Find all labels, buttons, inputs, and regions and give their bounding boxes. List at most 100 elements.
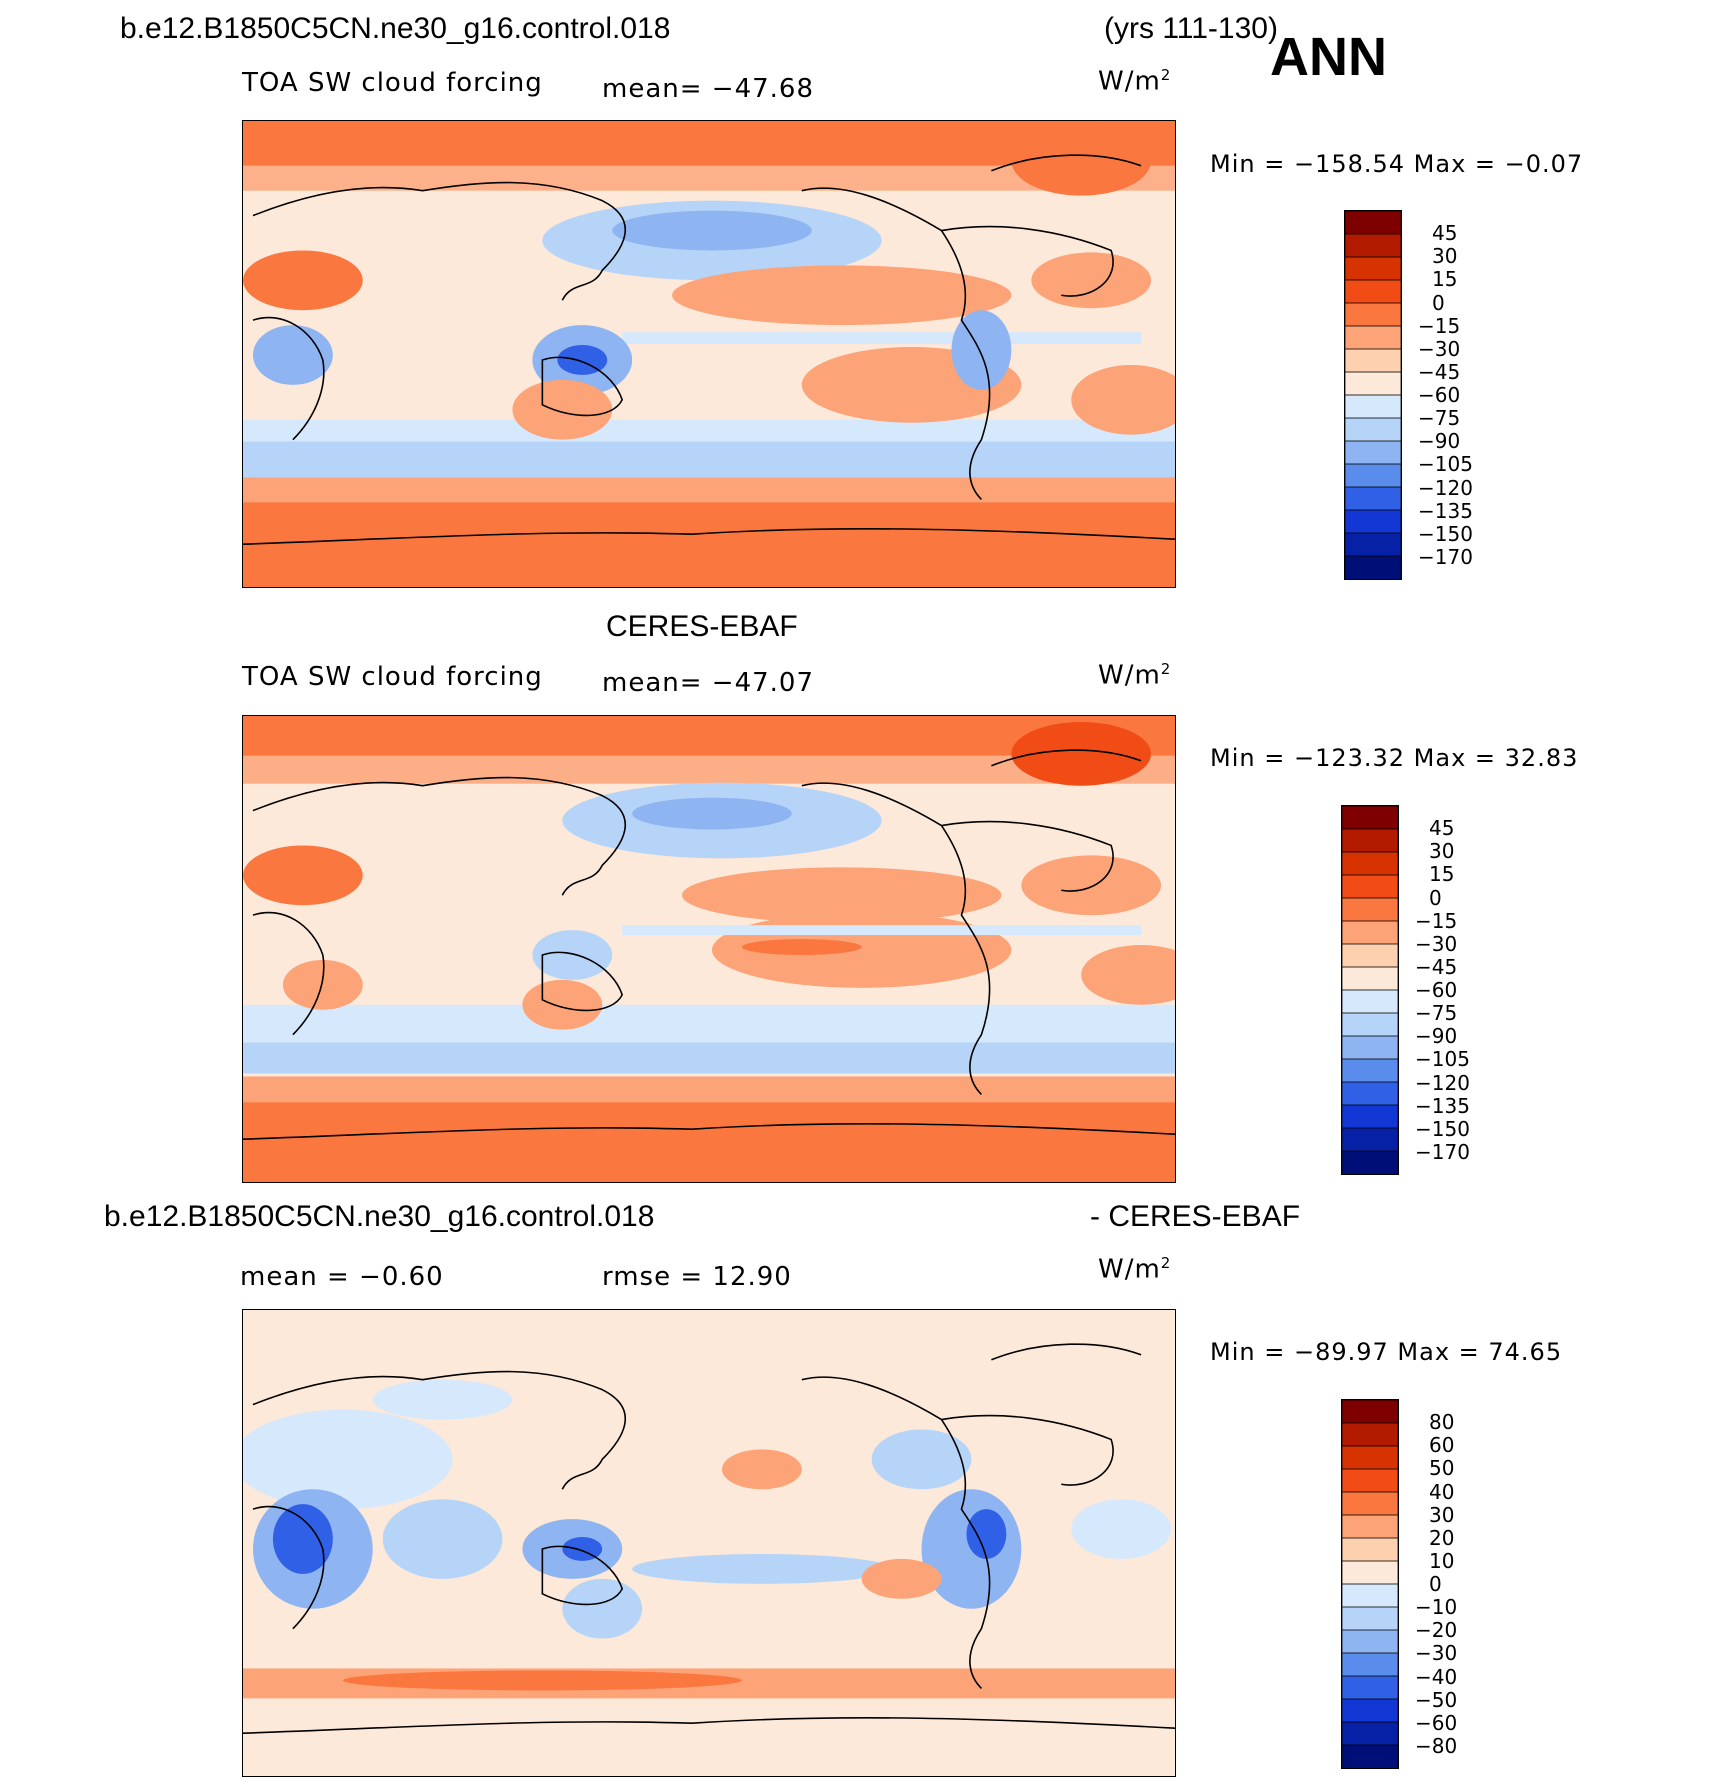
colorbar-tick-label: −50 <box>1415 1687 1458 1712</box>
colorbar-tick-label: −135 <box>1418 498 1473 523</box>
panel2-mean: mean= −47.07 <box>602 668 815 698</box>
colorbar-tick-label: 0 <box>1432 290 1445 315</box>
colorbar-swatch <box>1342 1606 1398 1631</box>
panel3-title-right: - CERES-EBAF <box>1090 1200 1301 1233</box>
colorbar-tick-label: −60 <box>1418 383 1461 407</box>
panel3-rmse: rmse = 12.90 <box>602 1262 792 1292</box>
colorbar-swatch <box>1342 1721 1398 1746</box>
colorbar-tick-label: 0 <box>1429 885 1442 910</box>
colorbar-swatch <box>1345 256 1401 281</box>
panel2-map <box>242 715 1176 1183</box>
colorbar-tick-label: −80 <box>1415 1733 1458 1758</box>
colorbar-tick-label: −75 <box>1415 1001 1458 1026</box>
colorbar-swatch <box>1342 851 1398 876</box>
colorbar-swatch <box>1342 1698 1398 1723</box>
panel1-map-svg <box>243 121 1175 587</box>
colorbar-swatch <box>1342 920 1398 945</box>
colorbar-swatch <box>1342 1744 1398 1768</box>
colorbar-tick-label: −45 <box>1418 359 1461 384</box>
colorbar-swatch <box>1342 966 1398 991</box>
colorbar-tick-label: 45 <box>1432 221 1458 246</box>
colorbar-tick-label: −150 <box>1415 1116 1470 1141</box>
colorbar-swatch <box>1342 1035 1398 1060</box>
colorbar-swatch <box>1342 1560 1398 1585</box>
panel1-map <box>242 120 1176 588</box>
colorbar-swatch <box>1345 302 1401 327</box>
colorbar-swatch <box>1345 417 1401 442</box>
colorbar-swatch <box>1345 486 1401 511</box>
colorbar-tick-label: −90 <box>1418 429 1461 454</box>
colorbar-swatch <box>1342 874 1398 899</box>
colorbar-swatch <box>1345 371 1401 396</box>
colorbar-tick-label: −170 <box>1415 1139 1470 1164</box>
colorbar-swatch <box>1345 532 1401 557</box>
season-label: ANN <box>1270 27 1387 87</box>
colorbar-tick-label: 20 <box>1429 1525 1455 1550</box>
colorbar-tick-label: −40 <box>1415 1664 1458 1689</box>
colorbar-swatch <box>1345 348 1401 373</box>
colorbar-swatch <box>1345 463 1401 488</box>
colorbar-swatch <box>1342 1514 1398 1539</box>
colorbar-tick-label: −90 <box>1415 1024 1458 1049</box>
colorbar-tick-label: 60 <box>1429 1433 1455 1458</box>
colorbar-tick-label: −150 <box>1418 521 1473 546</box>
colorbar-tick-label: 45 <box>1429 816 1455 841</box>
years-range: (yrs 111-130) <box>1104 12 1278 45</box>
panel3-colorbar <box>1341 1399 1399 1769</box>
colorbar-swatch <box>1342 1583 1398 1608</box>
colorbar-tick-label: −30 <box>1415 1641 1458 1666</box>
colorbar-swatch <box>1342 1491 1398 1516</box>
colorbar-tick-label: −30 <box>1415 931 1458 956</box>
colorbar-swatch <box>1342 1104 1398 1129</box>
panel1-colorbar-svg <box>1345 211 1401 579</box>
colorbar-tick-label: −45 <box>1415 954 1458 979</box>
colorbar-swatch <box>1342 828 1398 853</box>
panel3-title-left: b.e12.B1850C5CN.ne30_g16.control.018 <box>104 1200 655 1233</box>
panel1-variable: TOA SW cloud forcing <box>242 68 543 98</box>
panel3-colorbar-svg <box>1342 1400 1398 1768</box>
colorbar-swatch <box>1342 1127 1398 1152</box>
colorbar-tick-label: 40 <box>1429 1479 1455 1504</box>
panel2-minmax: Min = −123.32 Max = 32.83 <box>1210 744 1579 772</box>
colorbar-swatch <box>1342 989 1398 1014</box>
panel1-mean: mean= −47.68 <box>602 74 815 104</box>
colorbar-swatch <box>1342 1652 1398 1677</box>
colorbar-tick-label: −15 <box>1418 313 1461 338</box>
colorbar-tick-label: 15 <box>1429 862 1455 887</box>
colorbar-swatch <box>1342 1422 1398 1447</box>
colorbar-tick-label: 30 <box>1429 1502 1455 1527</box>
colorbar-tick-label: −120 <box>1415 1070 1470 1095</box>
colorbar-tick-label: −105 <box>1418 452 1473 477</box>
colorbar-tick-label: −10 <box>1415 1595 1458 1620</box>
panel3-mean: mean = −0.60 <box>240 1262 444 1292</box>
colorbar-swatch <box>1342 1445 1398 1470</box>
colorbar-tick-label: −60 <box>1415 978 1458 1002</box>
colorbar-swatch <box>1345 325 1401 350</box>
colorbar-swatch <box>1342 1675 1398 1700</box>
colorbar-tick-label: 50 <box>1429 1456 1455 1481</box>
colorbar-swatch <box>1345 394 1401 419</box>
colorbar-swatch <box>1345 440 1401 465</box>
colorbar-swatch <box>1342 1150 1398 1174</box>
colorbar-swatch <box>1345 211 1401 235</box>
colorbar-swatch <box>1342 1400 1398 1424</box>
colorbar-swatch <box>1342 1012 1398 1037</box>
case-name: b.e12.B1850C5CN.ne30_g16.control.018 <box>120 12 671 45</box>
panel3-minmax: Min = −89.97 Max = 74.65 <box>1210 1338 1563 1366</box>
panel1-colorbar <box>1344 210 1402 580</box>
colorbar-tick-label: 10 <box>1429 1548 1455 1573</box>
colorbar-swatch <box>1342 1058 1398 1083</box>
colorbar-swatch <box>1345 233 1401 258</box>
colorbar-tick-label: −30 <box>1418 336 1461 361</box>
colorbar-swatch <box>1345 555 1401 579</box>
panel1-minmax: Min = −158.54 Max = −0.07 <box>1210 150 1584 178</box>
colorbar-swatch <box>1345 279 1401 304</box>
colorbar-tick-label: −20 <box>1415 1618 1458 1643</box>
panel3-units: W/m2 <box>1098 1254 1172 1285</box>
colorbar-tick-label: 30 <box>1429 839 1455 864</box>
panel1-units: W/m2 <box>1098 66 1172 97</box>
colorbar-tick-label: 0 <box>1429 1572 1442 1596</box>
colorbar-tick-label: −170 <box>1418 544 1473 569</box>
colorbar-swatch <box>1342 897 1398 922</box>
colorbar-tick-label: −60 <box>1415 1710 1458 1735</box>
